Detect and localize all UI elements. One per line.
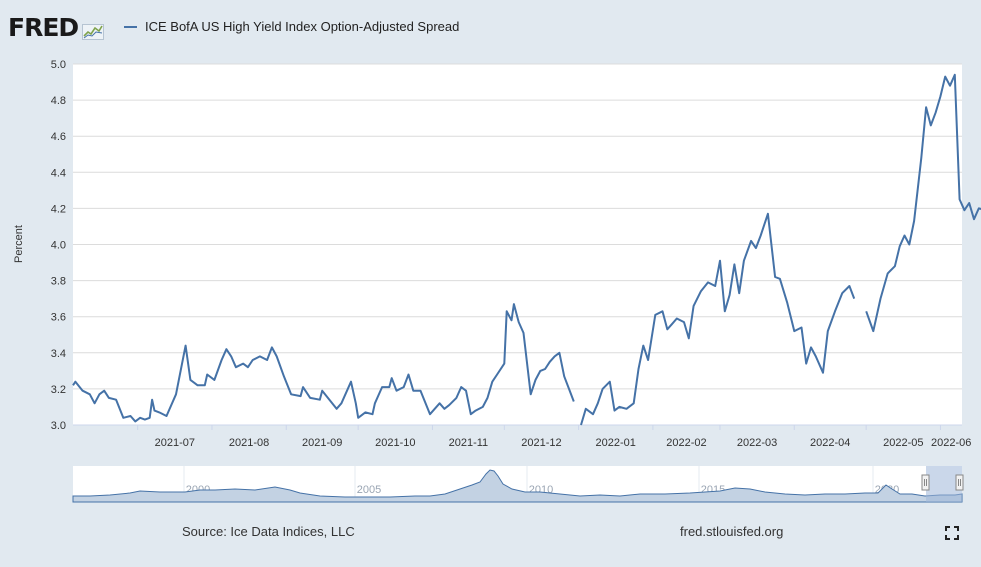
x-tick-label: 2021-09 <box>302 437 342 449</box>
legend-swatch <box>124 25 137 28</box>
navigator-handle-right[interactable] <box>955 474 964 491</box>
y-tick-label: 3.0 <box>51 420 66 432</box>
y-axis-label: Percent <box>13 225 25 263</box>
y-tick-label: 4.2 <box>51 203 66 215</box>
y-tick-label: 3.2 <box>51 384 66 396</box>
footer-url[interactable]: fred.stlouisfed.org <box>680 524 784 539</box>
line-chart-icon <box>82 24 105 40</box>
fred-logo-text: FRED <box>8 13 79 42</box>
x-tick-label: 2021-11 <box>449 437 489 449</box>
chart-legend: ICE BofA US High Yield Index Option-Adju… <box>124 19 459 34</box>
x-tick-label: 2021-12 <box>521 437 561 449</box>
y-tick-label: 3.4 <box>51 348 66 360</box>
x-tick-label: 2021-10 <box>375 437 415 449</box>
x-tick-label: 2022-03 <box>737 437 777 449</box>
navigator-year-label: 2005 <box>357 484 381 496</box>
y-tick-label: 4.6 <box>51 131 66 143</box>
x-tick-label: 2022-05 <box>883 437 923 449</box>
fred-logo[interactable]: FRED <box>8 13 105 42</box>
x-tick-label: 2021-08 <box>229 437 269 449</box>
legend-label: ICE BofA US High Yield Index Option-Adju… <box>145 19 460 34</box>
series-line <box>580 212 856 426</box>
navigator-handle-left[interactable] <box>921 474 930 491</box>
x-tick-label: 2021-07 <box>155 437 195 449</box>
y-tick-label: 3.8 <box>51 276 66 288</box>
y-tick-label: 4.8 <box>51 95 66 107</box>
x-tick-label: 2022-02 <box>666 437 706 449</box>
x-tick-label: 2022-04 <box>810 437 850 449</box>
navigator-series-area <box>72 469 963 503</box>
series-line <box>72 303 575 423</box>
y-tick-label: 5.0 <box>51 59 66 71</box>
y-tick-label: 4.0 <box>51 240 66 252</box>
series-line <box>865 73 981 333</box>
range-navigator[interactable]: 20002005201020152020 <box>72 466 964 503</box>
footer-source: Source: Ice Data Indices, LLC <box>182 524 355 539</box>
x-tick-label: 2022-06 <box>931 437 971 449</box>
fullscreen-icon[interactable] <box>945 526 959 540</box>
y-tick-label: 4.4 <box>51 167 66 179</box>
x-tick-label: 2022-01 <box>596 437 636 449</box>
y-tick-label: 3.6 <box>51 312 66 324</box>
